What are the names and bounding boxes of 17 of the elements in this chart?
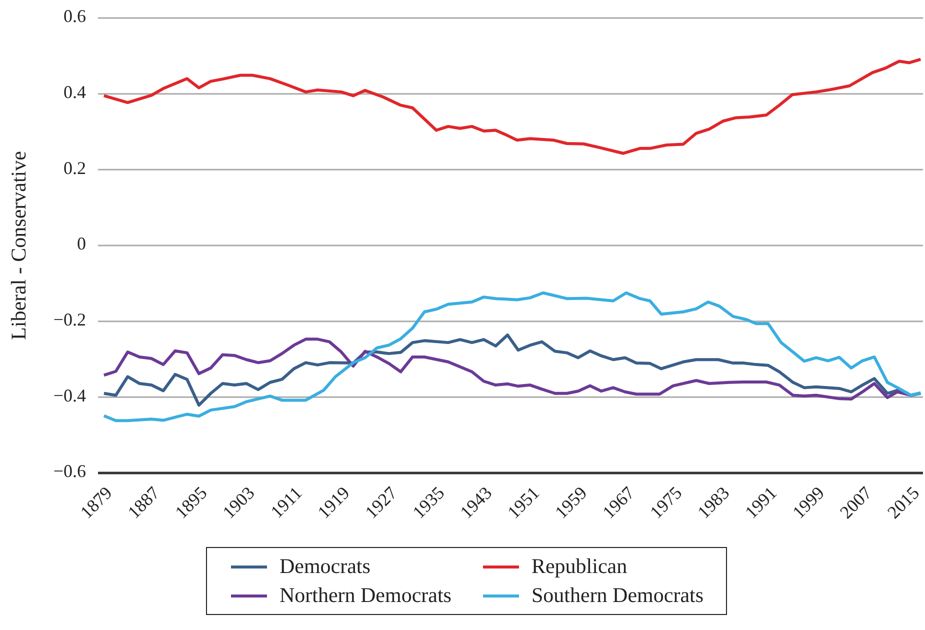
y-tick-label: 0 [77, 234, 86, 254]
y-tick-label: −0.4 [53, 385, 86, 406]
line-series [102, 58, 922, 155]
y-axis-title: Liberal - Conservative [6, 151, 30, 340]
x-tick-label: 1991 [741, 482, 781, 522]
x-tick-label: 1951 [504, 482, 544, 522]
legend-label: Democrats [279, 554, 370, 579]
y-tick-label: 0.2 [64, 158, 86, 178]
x-tick-label: 1911 [266, 482, 306, 522]
legend-label: Northern Democrats [279, 583, 452, 608]
y-tick-label: −0.6 [53, 461, 86, 482]
y-tick-label: −0.2 [53, 309, 86, 330]
legend-label: Republican [531, 554, 628, 579]
line-series [102, 291, 922, 422]
legend-label: Southern Democrats [531, 583, 704, 608]
y-tick-label: 0.6 [64, 6, 86, 26]
y-tick-label: 0.4 [64, 82, 86, 102]
